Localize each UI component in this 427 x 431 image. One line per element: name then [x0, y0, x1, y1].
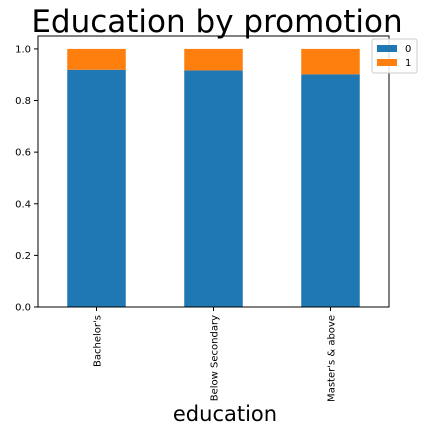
- plot-frame: [37, 35, 390, 308]
- y-tick-label: 0.4: [15, 199, 31, 210]
- x-tick-label: Master's & above: [327, 315, 338, 402]
- y-tick-label: 0.8: [15, 96, 31, 107]
- bar-series-0-1: [184, 70, 243, 307]
- y-axis: 0.0 0.2 0.4 0.6 0.8 1.0: [15, 44, 38, 314]
- legend-swatch-0: [377, 45, 397, 52]
- bars-group: [67, 48, 360, 308]
- y-tick-label: 1.0: [15, 44, 31, 55]
- legend-label-1: 1: [405, 58, 411, 69]
- bar-series-1-2: [301, 48, 360, 75]
- y-tick-label: 0.2: [15, 251, 31, 262]
- chart-title: Education by promotion: [31, 4, 402, 40]
- x-axis: Bachelor's Below Secondary Master's & abov…: [93, 307, 338, 402]
- bar-series-0-2: [301, 74, 360, 307]
- y-tick-label: 0.0: [15, 303, 31, 314]
- y-tick-label: 0.6: [15, 148, 31, 159]
- x-tick-label: Below Secondary: [210, 315, 221, 401]
- bar-series-1-0: [67, 48, 126, 70]
- legend-label-0: 0: [405, 44, 411, 55]
- legend: 01: [371, 38, 418, 74]
- bar-series-1-1: [184, 48, 243, 71]
- legend-swatch-1: [377, 59, 397, 66]
- x-axis-label: education: [173, 402, 277, 426]
- bar-series-0-0: [67, 69, 126, 308]
- x-tick-label: Bachelor's: [93, 315, 104, 367]
